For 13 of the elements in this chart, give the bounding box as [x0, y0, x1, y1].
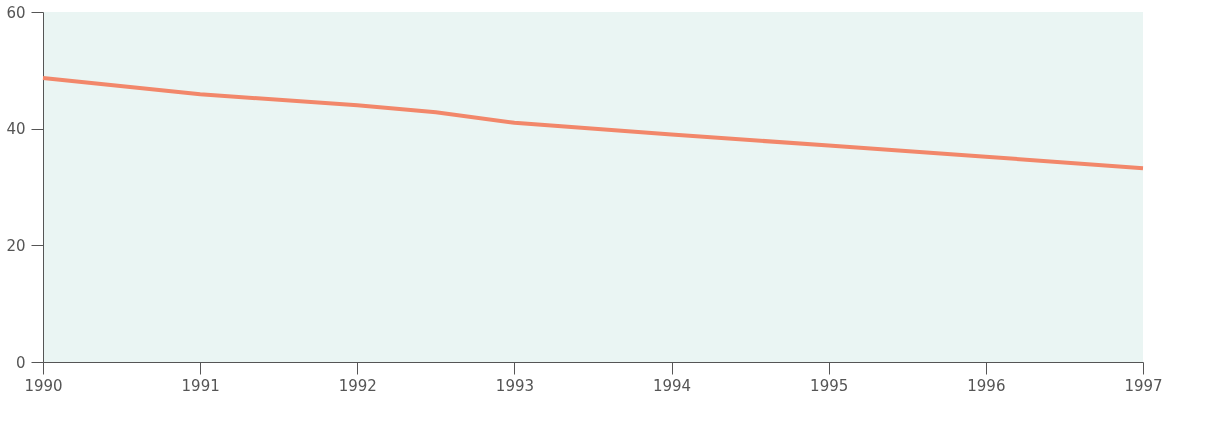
x-tick-label: 1996	[967, 376, 1006, 395]
x-tick-label: 1994	[652, 376, 692, 395]
y-tick-label: 20	[6, 236, 26, 255]
x-tick-label: 1990	[24, 376, 63, 395]
x-tick-label: 1997	[1124, 376, 1163, 395]
y-tick-label: 0	[15, 353, 26, 372]
y-tick-label: 60	[6, 3, 26, 22]
line-series	[41, 75, 1145, 171]
x-tick-label: 1995	[810, 376, 849, 395]
x-tick-label: 1992	[338, 376, 377, 395]
y-tick-label: 40	[6, 120, 26, 139]
x-tick-label: 1991	[181, 376, 220, 395]
x-tick-label: 1993	[495, 376, 535, 395]
